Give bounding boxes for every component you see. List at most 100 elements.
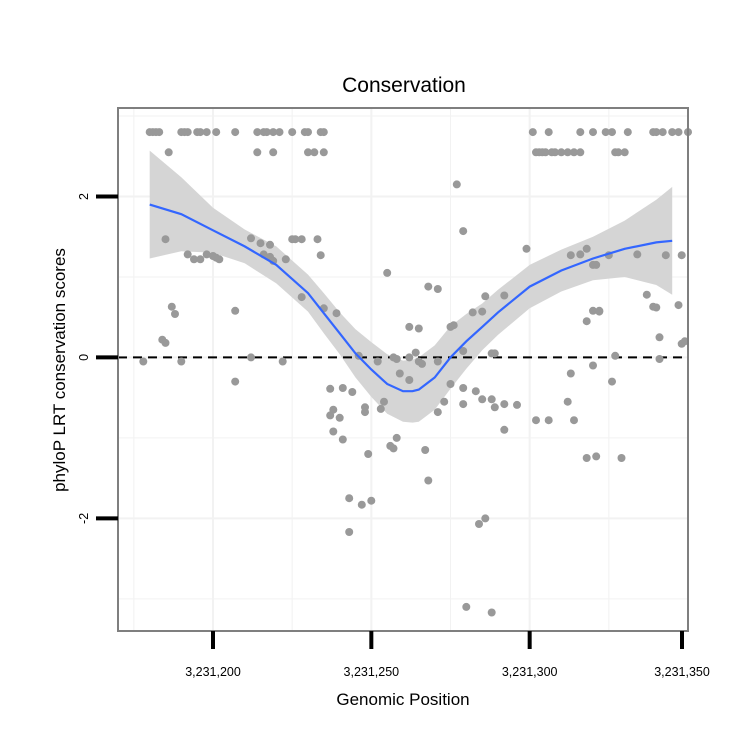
data-point bbox=[389, 444, 398, 453]
chart-title: Conservation bbox=[342, 74, 466, 97]
data-point bbox=[253, 148, 262, 157]
data-point bbox=[532, 416, 540, 425]
data-point bbox=[171, 310, 179, 318]
data-point bbox=[319, 128, 328, 137]
data-point bbox=[304, 148, 312, 157]
confidence-band bbox=[149, 150, 673, 423]
data-point bbox=[566, 369, 575, 378]
confidence-band-area bbox=[149, 150, 673, 423]
data-point bbox=[528, 128, 537, 137]
data-point bbox=[570, 416, 578, 425]
data-point bbox=[183, 250, 192, 259]
data-point bbox=[332, 309, 341, 318]
smooth-line bbox=[149, 203, 673, 393]
data-point bbox=[478, 395, 487, 404]
data-point bbox=[481, 292, 490, 301]
data-point bbox=[446, 380, 455, 388]
data-point bbox=[361, 408, 369, 417]
data-point bbox=[262, 128, 271, 137]
data-point bbox=[611, 351, 620, 360]
data-point bbox=[392, 433, 401, 442]
data-point bbox=[440, 397, 449, 406]
data-point bbox=[601, 128, 610, 137]
data-point bbox=[576, 148, 585, 157]
data-point bbox=[459, 400, 468, 409]
data-point bbox=[652, 303, 661, 312]
y-axis-ticks: -2 0 2 bbox=[77, 193, 118, 524]
data-point bbox=[563, 397, 572, 406]
x-tick-label: 3,231,250 bbox=[344, 665, 400, 679]
data-point bbox=[380, 397, 388, 406]
data-point bbox=[608, 128, 616, 137]
data-point bbox=[291, 235, 300, 244]
data-point bbox=[655, 333, 664, 342]
data-point bbox=[592, 260, 601, 269]
data-point bbox=[288, 128, 297, 137]
data-point bbox=[582, 317, 591, 326]
data-point bbox=[278, 357, 287, 366]
data-point bbox=[167, 302, 176, 311]
data-point bbox=[231, 377, 240, 386]
data-point bbox=[164, 148, 173, 157]
data-point bbox=[383, 268, 392, 277]
data-point bbox=[655, 355, 664, 363]
data-point bbox=[405, 353, 414, 362]
data-point bbox=[266, 240, 274, 249]
data-point bbox=[478, 307, 487, 316]
data-point bbox=[433, 408, 442, 417]
data-point bbox=[376, 404, 385, 413]
data-point bbox=[338, 384, 347, 392]
data-point bbox=[652, 128, 661, 137]
data-point bbox=[247, 234, 255, 243]
data-point bbox=[421, 446, 430, 454]
data-point bbox=[668, 128, 677, 137]
data-point bbox=[202, 128, 211, 137]
data-point bbox=[183, 128, 192, 137]
data-point bbox=[275, 128, 284, 137]
data-point bbox=[500, 425, 509, 434]
data-point bbox=[161, 235, 170, 244]
data-point bbox=[345, 494, 354, 503]
data-point bbox=[139, 357, 148, 366]
data-point bbox=[392, 355, 401, 363]
data-point bbox=[459, 347, 468, 355]
data-point bbox=[326, 411, 335, 420]
data-point bbox=[215, 255, 224, 264]
data-point bbox=[658, 128, 667, 137]
data-point bbox=[541, 148, 550, 157]
data-point bbox=[231, 128, 240, 137]
data-point bbox=[468, 308, 477, 317]
data-point bbox=[418, 359, 426, 368]
data-point bbox=[177, 357, 186, 366]
data-point bbox=[481, 514, 490, 523]
data-point bbox=[373, 357, 382, 366]
data-point bbox=[576, 250, 585, 259]
data-point bbox=[557, 148, 566, 157]
data-point bbox=[487, 395, 496, 404]
data-point bbox=[620, 148, 629, 157]
data-points bbox=[139, 128, 692, 617]
data-point bbox=[623, 128, 632, 137]
data-point bbox=[589, 306, 597, 315]
data-point bbox=[405, 376, 414, 384]
x-tick-label: 3,231,200 bbox=[185, 665, 241, 679]
data-point bbox=[459, 384, 468, 392]
data-point bbox=[364, 450, 373, 458]
data-point bbox=[462, 602, 471, 611]
data-point bbox=[642, 290, 651, 299]
data-point bbox=[348, 388, 357, 396]
data-point bbox=[405, 322, 414, 331]
data-point bbox=[471, 387, 480, 396]
data-point bbox=[269, 128, 278, 137]
data-point bbox=[522, 244, 531, 253]
data-point bbox=[297, 235, 306, 244]
data-point bbox=[247, 353, 255, 362]
data-point bbox=[335, 413, 344, 422]
data-point bbox=[269, 148, 278, 157]
data-point bbox=[513, 400, 521, 409]
data-point bbox=[190, 255, 198, 264]
data-point bbox=[544, 416, 553, 425]
data-point bbox=[633, 250, 642, 259]
data-point bbox=[357, 500, 366, 509]
